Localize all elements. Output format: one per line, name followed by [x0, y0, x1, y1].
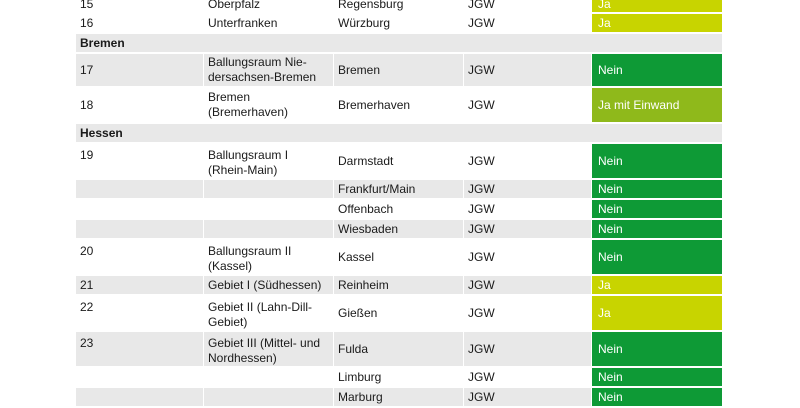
- type-cell: JGW: [464, 180, 592, 198]
- region-cell: Ballungsraum II (Kassel): [204, 240, 334, 274]
- city-cell: Würzburg: [334, 14, 464, 32]
- region-cell: Gebiet I (Südhessen): [204, 276, 334, 294]
- row-number: 17: [76, 54, 204, 86]
- city-cell: Darmstadt: [334, 144, 464, 178]
- status-badge: Ja: [592, 276, 722, 294]
- city-cell: Limburg: [334, 368, 464, 386]
- status-badge: Nein: [592, 220, 722, 238]
- type-cell: JGW: [464, 200, 592, 218]
- region-cell: [204, 388, 334, 406]
- type-cell: JGW: [464, 14, 592, 32]
- table-row: 17 Ballungsraum Nie- dersachsen-Bremen Bre…: [76, 54, 722, 88]
- region-cell: Gebiet II (Lahn-Dill- Gebiet): [204, 296, 334, 330]
- region-cell: Gebiet III (Mittel- und Nordhessen): [204, 332, 334, 366]
- status-badge: Nein: [592, 180, 722, 198]
- status-badge: Nein: [592, 332, 722, 366]
- type-cell: JGW: [464, 296, 592, 330]
- region-cell: [204, 368, 334, 386]
- region-cell: Bremen (Bremerhaven): [204, 88, 334, 122]
- region-cell: Oberpfalz: [204, 0, 334, 12]
- row-number: 16: [76, 14, 204, 32]
- region-cell: Unterfranken: [204, 14, 334, 32]
- table-row: 20 Ballungsraum II (Kassel) Kassel JGW Nein: [76, 240, 722, 276]
- row-number: 21: [76, 276, 204, 294]
- status-badge: Nein: [592, 54, 722, 86]
- row-number: 19: [76, 144, 204, 178]
- type-cell: JGW: [464, 88, 592, 122]
- city-cell: Bremerhaven: [334, 88, 464, 122]
- status-badge: Nein: [592, 144, 722, 178]
- type-cell: JGW: [464, 368, 592, 386]
- table-row: Wiesbaden JGW Nein: [76, 220, 722, 240]
- table-row: 21 Gebiet I (Südhessen) Reinheim JGW Ja: [76, 276, 722, 296]
- status-badge: Nein: [592, 240, 722, 274]
- city-cell: Regensburg: [334, 0, 464, 12]
- status-badge: Ja: [592, 0, 722, 12]
- status-badge: Nein: [592, 388, 722, 406]
- row-number: [76, 200, 204, 218]
- row-number: 22: [76, 296, 204, 330]
- table-row: Offenbach JGW Nein: [76, 200, 722, 220]
- status-badge: Ja: [592, 296, 722, 330]
- status-badge: Nein: [592, 200, 722, 218]
- section-header: Hessen: [76, 124, 722, 144]
- row-number: [76, 388, 204, 406]
- table-row: Limburg JGW Nein: [76, 368, 722, 388]
- type-cell: JGW: [464, 276, 592, 294]
- table-row: 16 Unterfranken Würzburg JGW Ja: [76, 14, 722, 34]
- table-row: 22 Gebiet II (Lahn-Dill- Gebiet) Gießen JGW…: [76, 296, 722, 332]
- table-row: 15 Oberpfalz Regensburg JGW Ja: [76, 0, 722, 14]
- city-cell: Frankfurt/Main: [334, 180, 464, 198]
- type-cell: JGW: [464, 220, 592, 238]
- type-cell: JGW: [464, 240, 592, 274]
- type-cell: JGW: [464, 144, 592, 178]
- row-number: 18: [76, 88, 204, 122]
- status-badge: Nein: [592, 368, 722, 386]
- status-badge: Ja: [592, 14, 722, 32]
- region-cell: [204, 220, 334, 238]
- row-number: [76, 220, 204, 238]
- section-header: Bremen: [76, 34, 722, 54]
- city-cell: Bremen: [334, 54, 464, 86]
- city-cell: Wiesbaden: [334, 220, 464, 238]
- table-row: Marburg JGW Nein: [76, 388, 722, 408]
- region-cell: [204, 200, 334, 218]
- city-cell: Gießen: [334, 296, 464, 330]
- row-number: 20: [76, 240, 204, 274]
- type-cell: JGW: [464, 0, 592, 12]
- row-number: 15: [76, 0, 204, 12]
- data-table: 15 Oberpfalz Regensburg JGW Ja 16 Unterfranken…: [76, 0, 722, 408]
- type-cell: JGW: [464, 332, 592, 366]
- region-cell: [204, 180, 334, 198]
- city-cell: Offenbach: [334, 200, 464, 218]
- table-row: Frankfurt/Main JGW Nein: [76, 180, 722, 200]
- row-number: [76, 180, 204, 198]
- row-number: 23: [76, 332, 204, 366]
- row-number: [76, 368, 204, 386]
- city-cell: Marburg: [334, 388, 464, 406]
- city-cell: Reinheim: [334, 276, 464, 294]
- type-cell: JGW: [464, 388, 592, 406]
- status-badge: Ja mit Einwand: [592, 88, 722, 122]
- city-cell: Kassel: [334, 240, 464, 274]
- table-row: 19 Ballungsraum I (Rhein-Main) Darmstadt JG…: [76, 144, 722, 180]
- table-row: 18 Bremen (Bremerhaven) Bremerhaven JGW Ja m…: [76, 88, 722, 124]
- type-cell: JGW: [464, 54, 592, 86]
- region-cell: Ballungsraum Nie- dersachsen-Bremen: [204, 54, 334, 86]
- city-cell: Fulda: [334, 332, 464, 366]
- table-row: 23 Gebiet III (Mittel- und Nordhessen) Ful…: [76, 332, 722, 368]
- region-cell: Ballungsraum I (Rhein-Main): [204, 144, 334, 178]
